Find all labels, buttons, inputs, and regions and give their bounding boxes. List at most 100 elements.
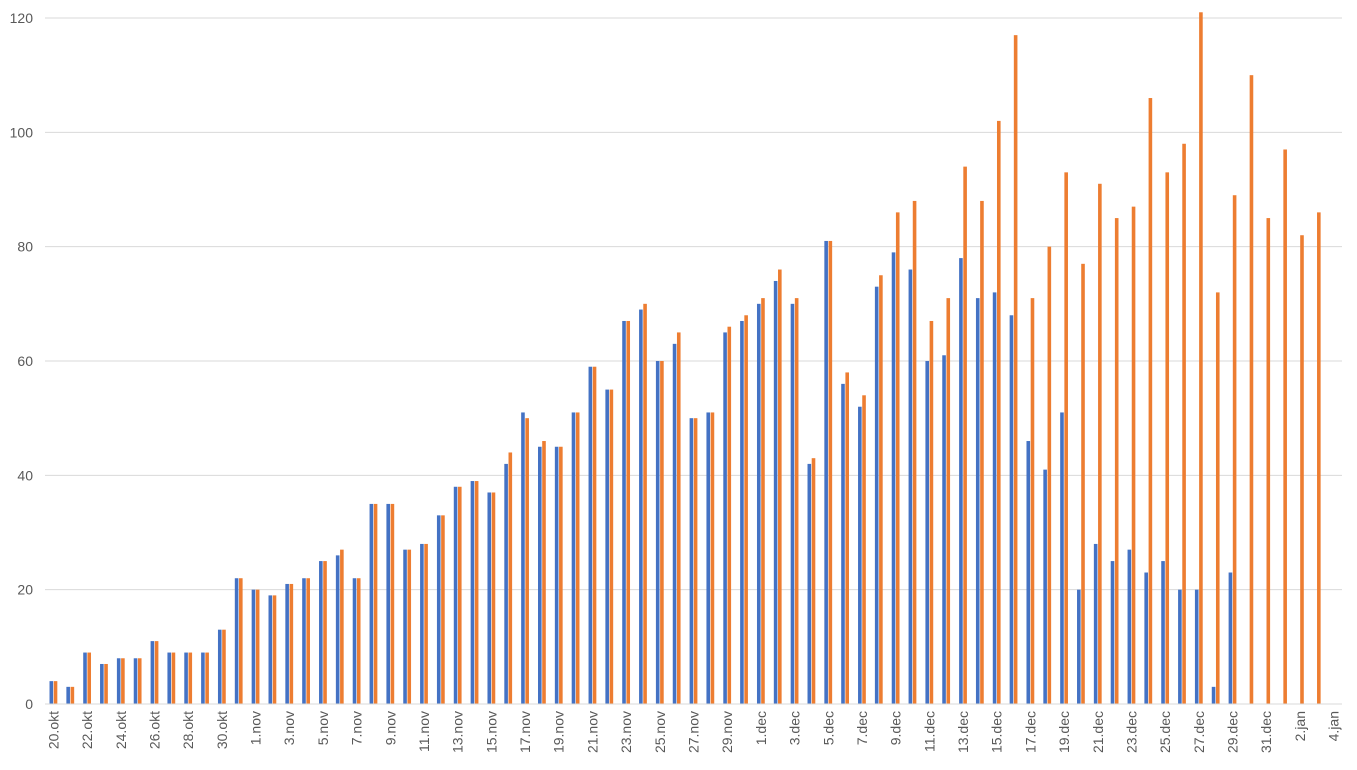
bar-series-2: [1148, 98, 1153, 704]
bar-series-2: [996, 120, 1001, 704]
bar-series-2: [525, 418, 529, 704]
bar-series-1: [521, 412, 525, 704]
bar-series-1: [891, 252, 896, 704]
x-tick-label: 15.dec: [989, 711, 1005, 753]
bar-series-2: [306, 578, 310, 704]
x-tick-label: 1.dec: [753, 711, 769, 745]
bar-series-2: [222, 629, 226, 704]
bar-series-1: [942, 355, 946, 704]
bar-series-2: [1215, 292, 1220, 704]
bar-series-1: [1194, 589, 1199, 704]
bar-series-2: [154, 641, 159, 704]
y-tick-label: 0: [25, 696, 33, 712]
bar-series-2: [289, 583, 294, 704]
y-axis-ticks: 0 20 40 60 80 100 120: [10, 10, 34, 712]
bar-series-1: [1144, 572, 1148, 704]
bar-series-1: [217, 629, 222, 704]
bar-series-2: [963, 166, 967, 704]
gridlines: [45, 17, 1342, 591]
x-tick-label: 5.nov: [315, 711, 331, 745]
bar-series-1: [571, 412, 576, 704]
bar-series-2: [390, 503, 395, 704]
x-tick-label: 9.dec: [888, 711, 904, 745]
bar-series-1: [1211, 686, 1216, 704]
bar-series-2: [676, 332, 681, 704]
x-tick-label: 17.dec: [1022, 711, 1038, 753]
bar-series-2: [171, 652, 176, 704]
bar-series-2: [441, 515, 445, 704]
x-tick-label: 7.dec: [854, 711, 870, 745]
bar-series-2: [660, 361, 664, 704]
bar-series-1: [234, 578, 239, 704]
bar-series-2: [862, 395, 866, 704]
bar-series-2: [1013, 35, 1018, 704]
bar-series-1: [66, 686, 70, 704]
bar-series-1: [436, 515, 441, 704]
bar-series-2: [1131, 206, 1136, 704]
bar-series-1: [116, 658, 121, 704]
bar-series-1: [1093, 543, 1098, 704]
bar-series-2: [1249, 75, 1254, 705]
x-tick-label: 25.dec: [1157, 711, 1173, 753]
bar-series-1: [167, 652, 172, 704]
x-tick-label: 24.okt: [113, 711, 129, 749]
bar-series-2: [710, 412, 715, 704]
bar-series-1: [1060, 412, 1064, 704]
x-tick-label: 27.dec: [1191, 711, 1207, 753]
bar-series-2: [474, 481, 479, 704]
bar-series-2: [592, 366, 597, 704]
bar-series-1: [302, 578, 306, 704]
bar-series-2: [1199, 12, 1203, 704]
bar-series-2: [491, 492, 496, 704]
x-tick-label: 29.dec: [1225, 711, 1241, 753]
x-tick-label: 21.dec: [1090, 711, 1106, 753]
bar-series-1: [538, 446, 542, 704]
bar-series-2: [575, 412, 580, 704]
x-tick-label: 13.dec: [955, 711, 971, 753]
bar-series-2: [340, 549, 344, 704]
bar-series-1: [403, 549, 407, 704]
bar-series-2: [1081, 263, 1085, 704]
bar-series-1: [773, 280, 778, 704]
x-tick-label: 13.nov: [450, 711, 466, 753]
x-tick-label: 3.dec: [787, 711, 803, 745]
bar-series-2: [828, 240, 833, 704]
bar-series-1: [1178, 589, 1182, 704]
bar-series-2: [727, 326, 732, 704]
bar-series-2: [1030, 298, 1035, 704]
x-tick-label: 4.jan: [1326, 711, 1342, 741]
bar-series-1: [1077, 589, 1081, 704]
x-tick-label: 26.okt: [147, 711, 163, 749]
bar-series-2: [1317, 212, 1321, 704]
bar-series-2: [1114, 218, 1119, 704]
bar-series-1: [1228, 572, 1233, 704]
bar-series-2: [508, 452, 513, 704]
bar-series-2: [53, 681, 58, 704]
bar-series-2: [121, 658, 125, 704]
x-tick-label: 30.okt: [214, 711, 230, 749]
bar-series-2: [255, 589, 260, 704]
x-tick-label: 15.nov: [483, 711, 499, 753]
bar-series-2: [895, 212, 900, 704]
bar-series-1: [605, 389, 609, 704]
bar-series-1: [150, 641, 155, 704]
bar-series-2: [643, 303, 647, 704]
bar-series-1: [184, 652, 188, 704]
x-tick-label: 22.okt: [79, 711, 95, 749]
bar-series-2: [980, 200, 984, 704]
bar-series-1: [992, 292, 997, 704]
bar-series-1: [588, 366, 593, 704]
x-tick-label: 19.dec: [1056, 711, 1072, 753]
x-tick-label: 11.nov: [416, 711, 432, 752]
bar-series-1: [133, 658, 138, 704]
bar-series-2: [373, 503, 378, 704]
bar-series-2: [929, 320, 934, 704]
bar-series-2: [1047, 246, 1052, 705]
bar-series-2: [1283, 149, 1287, 705]
bar-series-1: [420, 543, 424, 704]
bar-series-1: [335, 555, 340, 704]
bar-series-1: [386, 503, 391, 704]
bar-series-2: [542, 441, 546, 704]
bar-series-1: [740, 320, 744, 704]
